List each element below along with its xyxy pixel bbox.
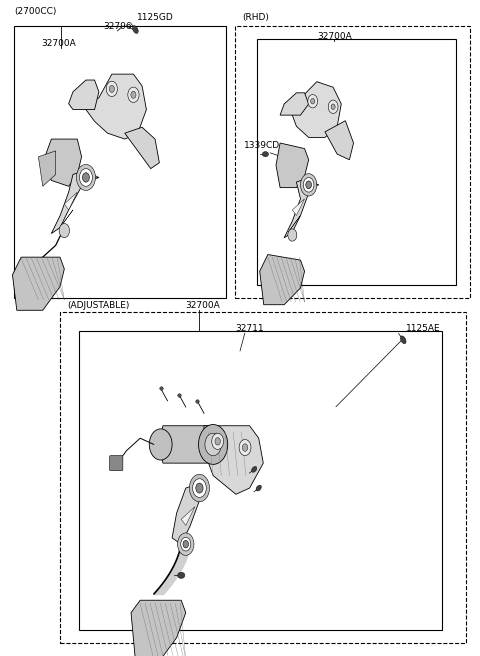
Circle shape (149, 429, 172, 460)
Polygon shape (325, 121, 353, 160)
Bar (235, 26, 470, 298)
Ellipse shape (132, 26, 138, 33)
Polygon shape (260, 255, 304, 304)
Polygon shape (60, 210, 73, 228)
Circle shape (59, 224, 70, 237)
Text: 32711: 32711 (235, 324, 264, 333)
Bar (79, 331, 442, 630)
Circle shape (181, 537, 191, 551)
Circle shape (199, 424, 228, 464)
Polygon shape (69, 80, 99, 110)
Circle shape (331, 104, 335, 110)
Circle shape (303, 178, 314, 192)
Circle shape (306, 181, 312, 189)
Circle shape (196, 483, 203, 493)
Ellipse shape (178, 572, 185, 579)
Circle shape (328, 100, 338, 113)
Polygon shape (292, 199, 304, 215)
Text: (RHD): (RHD) (242, 13, 269, 22)
Circle shape (192, 479, 206, 497)
Polygon shape (276, 143, 309, 188)
Text: 1339CD: 1339CD (244, 140, 280, 150)
Polygon shape (288, 215, 300, 232)
Circle shape (311, 98, 315, 104)
Circle shape (183, 541, 189, 548)
Circle shape (76, 165, 96, 190)
Ellipse shape (263, 152, 268, 157)
Circle shape (242, 444, 248, 451)
Text: 32700A: 32700A (185, 300, 219, 310)
Text: 32700A: 32700A (41, 39, 75, 48)
Ellipse shape (256, 485, 262, 491)
Circle shape (190, 474, 209, 502)
Text: 1125AE: 1125AE (406, 324, 440, 333)
Text: 32796: 32796 (103, 22, 132, 31)
Circle shape (106, 81, 118, 96)
Polygon shape (125, 127, 159, 169)
Circle shape (288, 229, 297, 241)
Polygon shape (12, 257, 64, 310)
Bar (60, 312, 466, 643)
Circle shape (308, 94, 318, 108)
Circle shape (131, 91, 136, 98)
Polygon shape (181, 506, 195, 525)
Circle shape (109, 85, 114, 92)
Polygon shape (43, 139, 82, 186)
Polygon shape (204, 426, 263, 495)
Polygon shape (86, 74, 146, 139)
Polygon shape (292, 82, 341, 138)
Circle shape (212, 433, 224, 449)
Text: 1125GD: 1125GD (137, 13, 174, 22)
FancyBboxPatch shape (109, 455, 123, 471)
Polygon shape (64, 192, 77, 210)
Circle shape (79, 169, 92, 186)
Polygon shape (51, 169, 90, 234)
Circle shape (300, 174, 317, 196)
Polygon shape (131, 600, 186, 656)
Ellipse shape (400, 336, 406, 344)
Bar (14, 26, 226, 298)
Text: 32700A: 32700A (317, 31, 351, 41)
Circle shape (239, 440, 251, 456)
Polygon shape (158, 426, 218, 463)
Circle shape (178, 533, 194, 556)
Polygon shape (172, 482, 204, 544)
Circle shape (205, 433, 221, 456)
Circle shape (215, 438, 220, 445)
Bar (257, 39, 456, 285)
Text: (ADJUSTABLE): (ADJUSTABLE) (67, 300, 130, 310)
Polygon shape (280, 92, 309, 115)
Circle shape (83, 173, 89, 182)
Polygon shape (38, 151, 56, 186)
Polygon shape (284, 176, 313, 238)
Text: (2700CC): (2700CC) (14, 7, 57, 16)
Ellipse shape (252, 466, 257, 472)
Circle shape (128, 87, 139, 102)
